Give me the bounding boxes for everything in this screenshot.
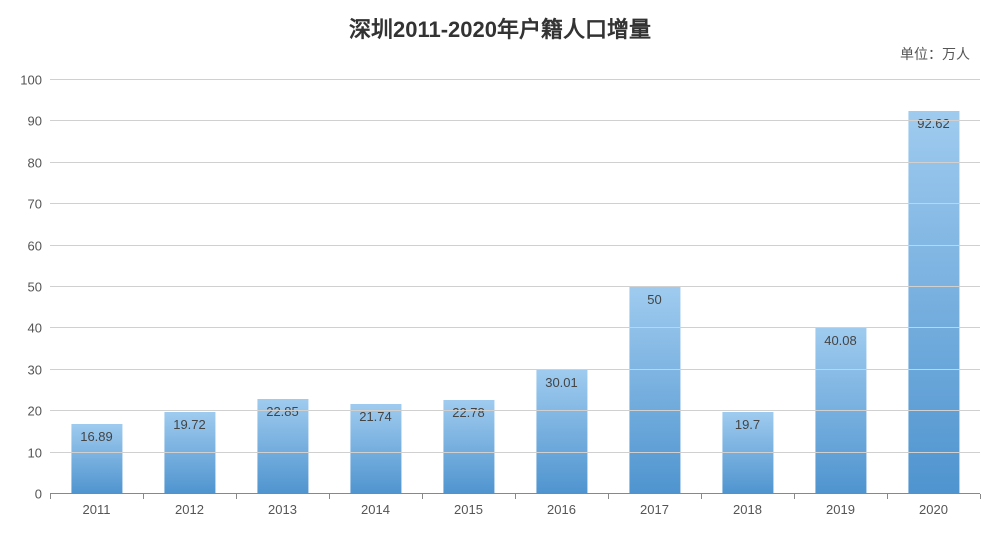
y-tick-label: 40	[28, 321, 50, 336]
x-tick-label: 2015	[454, 494, 483, 517]
bar-slot: 16.892011	[50, 80, 143, 494]
x-tick-label: 2018	[733, 494, 762, 517]
x-tick-mark	[143, 494, 144, 499]
bar-slot: 19.72018	[701, 80, 794, 494]
y-tick-label: 70	[28, 197, 50, 212]
chart-title: 深圳2011-2020年户籍人口增量	[0, 12, 1000, 44]
y-tick-label: 0	[35, 487, 50, 502]
bar-value-label: 19.72	[173, 417, 206, 432]
bar-value-label: 19.7	[735, 417, 760, 432]
bar-slot: 92.622020	[887, 80, 980, 494]
x-tick-mark	[236, 494, 237, 499]
x-tick-mark	[608, 494, 609, 499]
y-tick-label: 90	[28, 114, 50, 129]
x-tick-mark	[329, 494, 330, 499]
bar-slot: 40.082019	[794, 80, 887, 494]
gridline	[50, 245, 980, 246]
bar-value-label: 22.85	[266, 404, 299, 419]
y-tick-label: 50	[28, 280, 50, 295]
bar-slot: 22.852013	[236, 80, 329, 494]
y-tick-label: 20	[28, 404, 50, 419]
x-tick-label: 2013	[268, 494, 297, 517]
bar-value-label: 50	[647, 292, 661, 307]
bar-slot: 30.012016	[515, 80, 608, 494]
bar-slot: 21.742014	[329, 80, 422, 494]
chart-container: 深圳2011-2020年户籍人口增量 单位：万人 16.89201119.722…	[0, 0, 1000, 534]
bar-value-label: 92.62	[917, 116, 950, 131]
x-tick-label: 2011	[83, 494, 111, 517]
y-tick-label: 30	[28, 362, 50, 377]
x-tick-label: 2012	[175, 494, 204, 517]
x-tick-label: 2017	[640, 494, 669, 517]
gridline	[50, 120, 980, 121]
y-tick-label: 10	[28, 445, 50, 460]
gridline	[50, 203, 980, 204]
bar-value-label: 16.89	[80, 429, 113, 444]
x-tick-mark	[515, 494, 516, 499]
x-tick-mark	[887, 494, 888, 499]
gridline	[50, 410, 980, 411]
gridline	[50, 369, 980, 370]
bar-value-label: 40.08	[824, 333, 857, 348]
x-tick-mark	[980, 494, 981, 499]
bar-slot: 19.722012	[143, 80, 236, 494]
bar-slot: 22.782015	[422, 80, 515, 494]
chart-unit-label: 单位：万人	[900, 44, 970, 64]
bar	[629, 287, 680, 494]
x-tick-mark	[794, 494, 795, 499]
bar-value-label: 22.78	[452, 405, 485, 420]
x-tick-label: 2019	[826, 494, 855, 517]
x-tick-mark	[422, 494, 423, 499]
bar-value-label: 30.01	[545, 375, 578, 390]
plot-area: 16.89201119.72201222.85201321.74201422.7…	[50, 80, 980, 494]
x-tick-label: 2016	[547, 494, 576, 517]
gridline	[50, 162, 980, 163]
x-tick-label: 2014	[361, 494, 390, 517]
x-tick-mark	[50, 494, 51, 499]
y-tick-label: 80	[28, 155, 50, 170]
y-tick-label: 100	[20, 73, 50, 88]
x-tick-label: 2020	[919, 494, 948, 517]
y-tick-label: 60	[28, 238, 50, 253]
bar-value-label: 21.74	[359, 409, 392, 424]
gridline	[50, 286, 980, 287]
bar-slot: 502017	[608, 80, 701, 494]
gridline	[50, 452, 980, 453]
x-tick-mark	[701, 494, 702, 499]
gridline	[50, 327, 980, 328]
bars-row: 16.89201119.72201222.85201321.74201422.7…	[50, 80, 980, 494]
bar	[908, 111, 959, 494]
gridline	[50, 79, 980, 80]
